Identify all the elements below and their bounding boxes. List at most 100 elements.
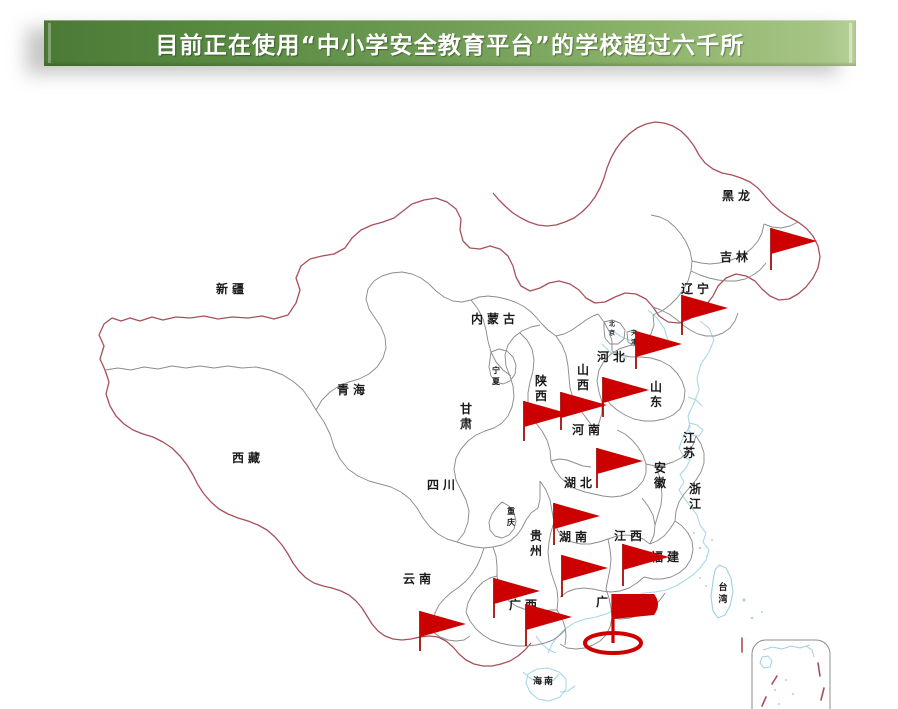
province-label-shaanxi: 陕西 (535, 373, 547, 403)
flag-hunan[interactable] (561, 555, 608, 597)
offshore-islets (693, 532, 763, 620)
flag-banner (636, 331, 682, 357)
svg-text:台: 台 (718, 581, 727, 593)
inset-border (751, 639, 831, 709)
svg-text:西藏: 西藏 (232, 450, 264, 465)
flag-banner (771, 228, 817, 254)
province-label-neimenggu: 内蒙古 (471, 311, 519, 326)
svg-text:江: 江 (689, 496, 701, 511)
province-label-jiangxi: 江西 (614, 528, 646, 543)
province-label-xizang: 西藏 (232, 450, 264, 465)
flag-banner (682, 295, 728, 321)
guangdong-highlight-marker[interactable] (583, 594, 658, 655)
svg-text:西: 西 (577, 378, 589, 392)
flag-banner (597, 448, 643, 474)
svg-text:重: 重 (507, 506, 515, 516)
flag-jilin[interactable] (681, 295, 728, 335)
svg-text:州: 州 (529, 544, 542, 558)
south-china-sea-inset (741, 637, 831, 709)
province-label-beijing: 北京 (609, 320, 615, 337)
province-label-anhui: 安徽 (653, 460, 667, 490)
inset-dots (774, 679, 794, 705)
province-label-xinjiang: 新疆 (216, 281, 248, 296)
svg-text:河北: 河北 (596, 349, 629, 364)
inset-dash-boundary (741, 637, 825, 707)
flag-banner (494, 578, 540, 604)
svg-text:东: 东 (650, 394, 662, 409)
svg-text:浙: 浙 (689, 481, 701, 496)
svg-text:青海: 青海 (337, 382, 369, 397)
svg-text:江: 江 (683, 430, 695, 445)
svg-text:北: 北 (609, 320, 615, 328)
svg-text:山: 山 (577, 362, 589, 377)
flag-shanxi[interactable] (560, 392, 607, 430)
svg-text:徽: 徽 (653, 475, 667, 490)
province-label-hainan: 海南 (533, 675, 555, 687)
province-label-hubei: 湖北 (564, 475, 596, 490)
flag-banner (526, 604, 572, 630)
province-label-sichuan: 四川 (427, 478, 455, 492)
svg-text:天: 天 (631, 330, 637, 337)
page-title: 目前正在使用“中小学安全教育平台”的学校超过六千所 (155, 33, 745, 59)
flag-layer (419, 228, 817, 651)
hainan-island (525, 667, 567, 702)
flag-banner (420, 611, 466, 637)
svg-text:江西: 江西 (614, 528, 646, 543)
svg-text:吉林: 吉林 (720, 249, 752, 264)
svg-text:甘: 甘 (460, 401, 472, 416)
flag-shaanxi[interactable] (523, 401, 570, 441)
flag-banner (554, 503, 600, 529)
svg-text:湖北: 湖北 (564, 475, 596, 490)
svg-text:贵: 贵 (530, 528, 542, 543)
svg-text:云南: 云南 (403, 571, 435, 586)
svg-text:内蒙古: 内蒙古 (471, 311, 519, 326)
province-label-henan: 河南 (571, 422, 604, 437)
province-label-heilongjiang: 黑龙 (722, 188, 754, 203)
province-label-guizhou: 贵州 (529, 528, 542, 558)
flag-liaoning[interactable] (635, 331, 682, 369)
svg-text:新疆: 新疆 (216, 281, 248, 296)
flag-heilongjiang[interactable] (770, 228, 817, 270)
svg-text:夏: 夏 (491, 377, 501, 386)
flag-banner (561, 392, 607, 418)
svg-text:黑龙: 黑龙 (722, 188, 754, 203)
flag-banner (524, 401, 570, 427)
flag-hebei[interactable] (602, 377, 649, 417)
svg-text:津: 津 (631, 338, 637, 346)
svg-text:宁: 宁 (492, 365, 500, 375)
svg-text:湖南: 湖南 (559, 529, 591, 544)
svg-text:辽宁: 辽宁 (681, 281, 713, 296)
province-label-gansu: 甘肃 (460, 401, 472, 431)
province-label-tianjin: 天津 (631, 330, 637, 346)
svg-text:京: 京 (609, 329, 615, 337)
banner-bar: 目前正在使用“中小学安全教育平台”的学校超过六千所 (44, 20, 856, 66)
flag-yunnan[interactable] (419, 611, 466, 651)
province-label-shandong: 山东 (650, 379, 662, 409)
province-label-liaoning: 辽宁 (681, 281, 713, 296)
province-label-hunan: 湖南 (559, 529, 591, 544)
highlight-flag-banner (613, 594, 658, 619)
svg-text:庆: 庆 (506, 517, 515, 527)
province-label-qinghai: 青海 (337, 382, 369, 397)
province-label-zhejiang: 浙江 (689, 481, 701, 511)
flag-henan[interactable] (596, 448, 643, 488)
svg-text:苏: 苏 (683, 445, 695, 460)
flag-guizhou[interactable] (493, 578, 540, 618)
flag-banner (603, 377, 649, 403)
taiwan-island (710, 564, 734, 619)
province-label-hebei: 河北 (596, 349, 629, 364)
flag-banner (562, 555, 608, 581)
flag-jiangxi[interactable] (622, 544, 669, 586)
svg-text:河南: 河南 (571, 422, 604, 437)
flag-guangxi[interactable] (525, 604, 572, 646)
province-label-chongqing: 重庆 (506, 506, 515, 527)
svg-text:海南: 海南 (533, 675, 555, 687)
flag-banner (623, 544, 669, 570)
flag-hubei[interactable] (553, 503, 600, 545)
svg-text:陕: 陕 (535, 373, 547, 388)
svg-text:安: 安 (654, 460, 666, 475)
national-border (98, 121, 821, 667)
